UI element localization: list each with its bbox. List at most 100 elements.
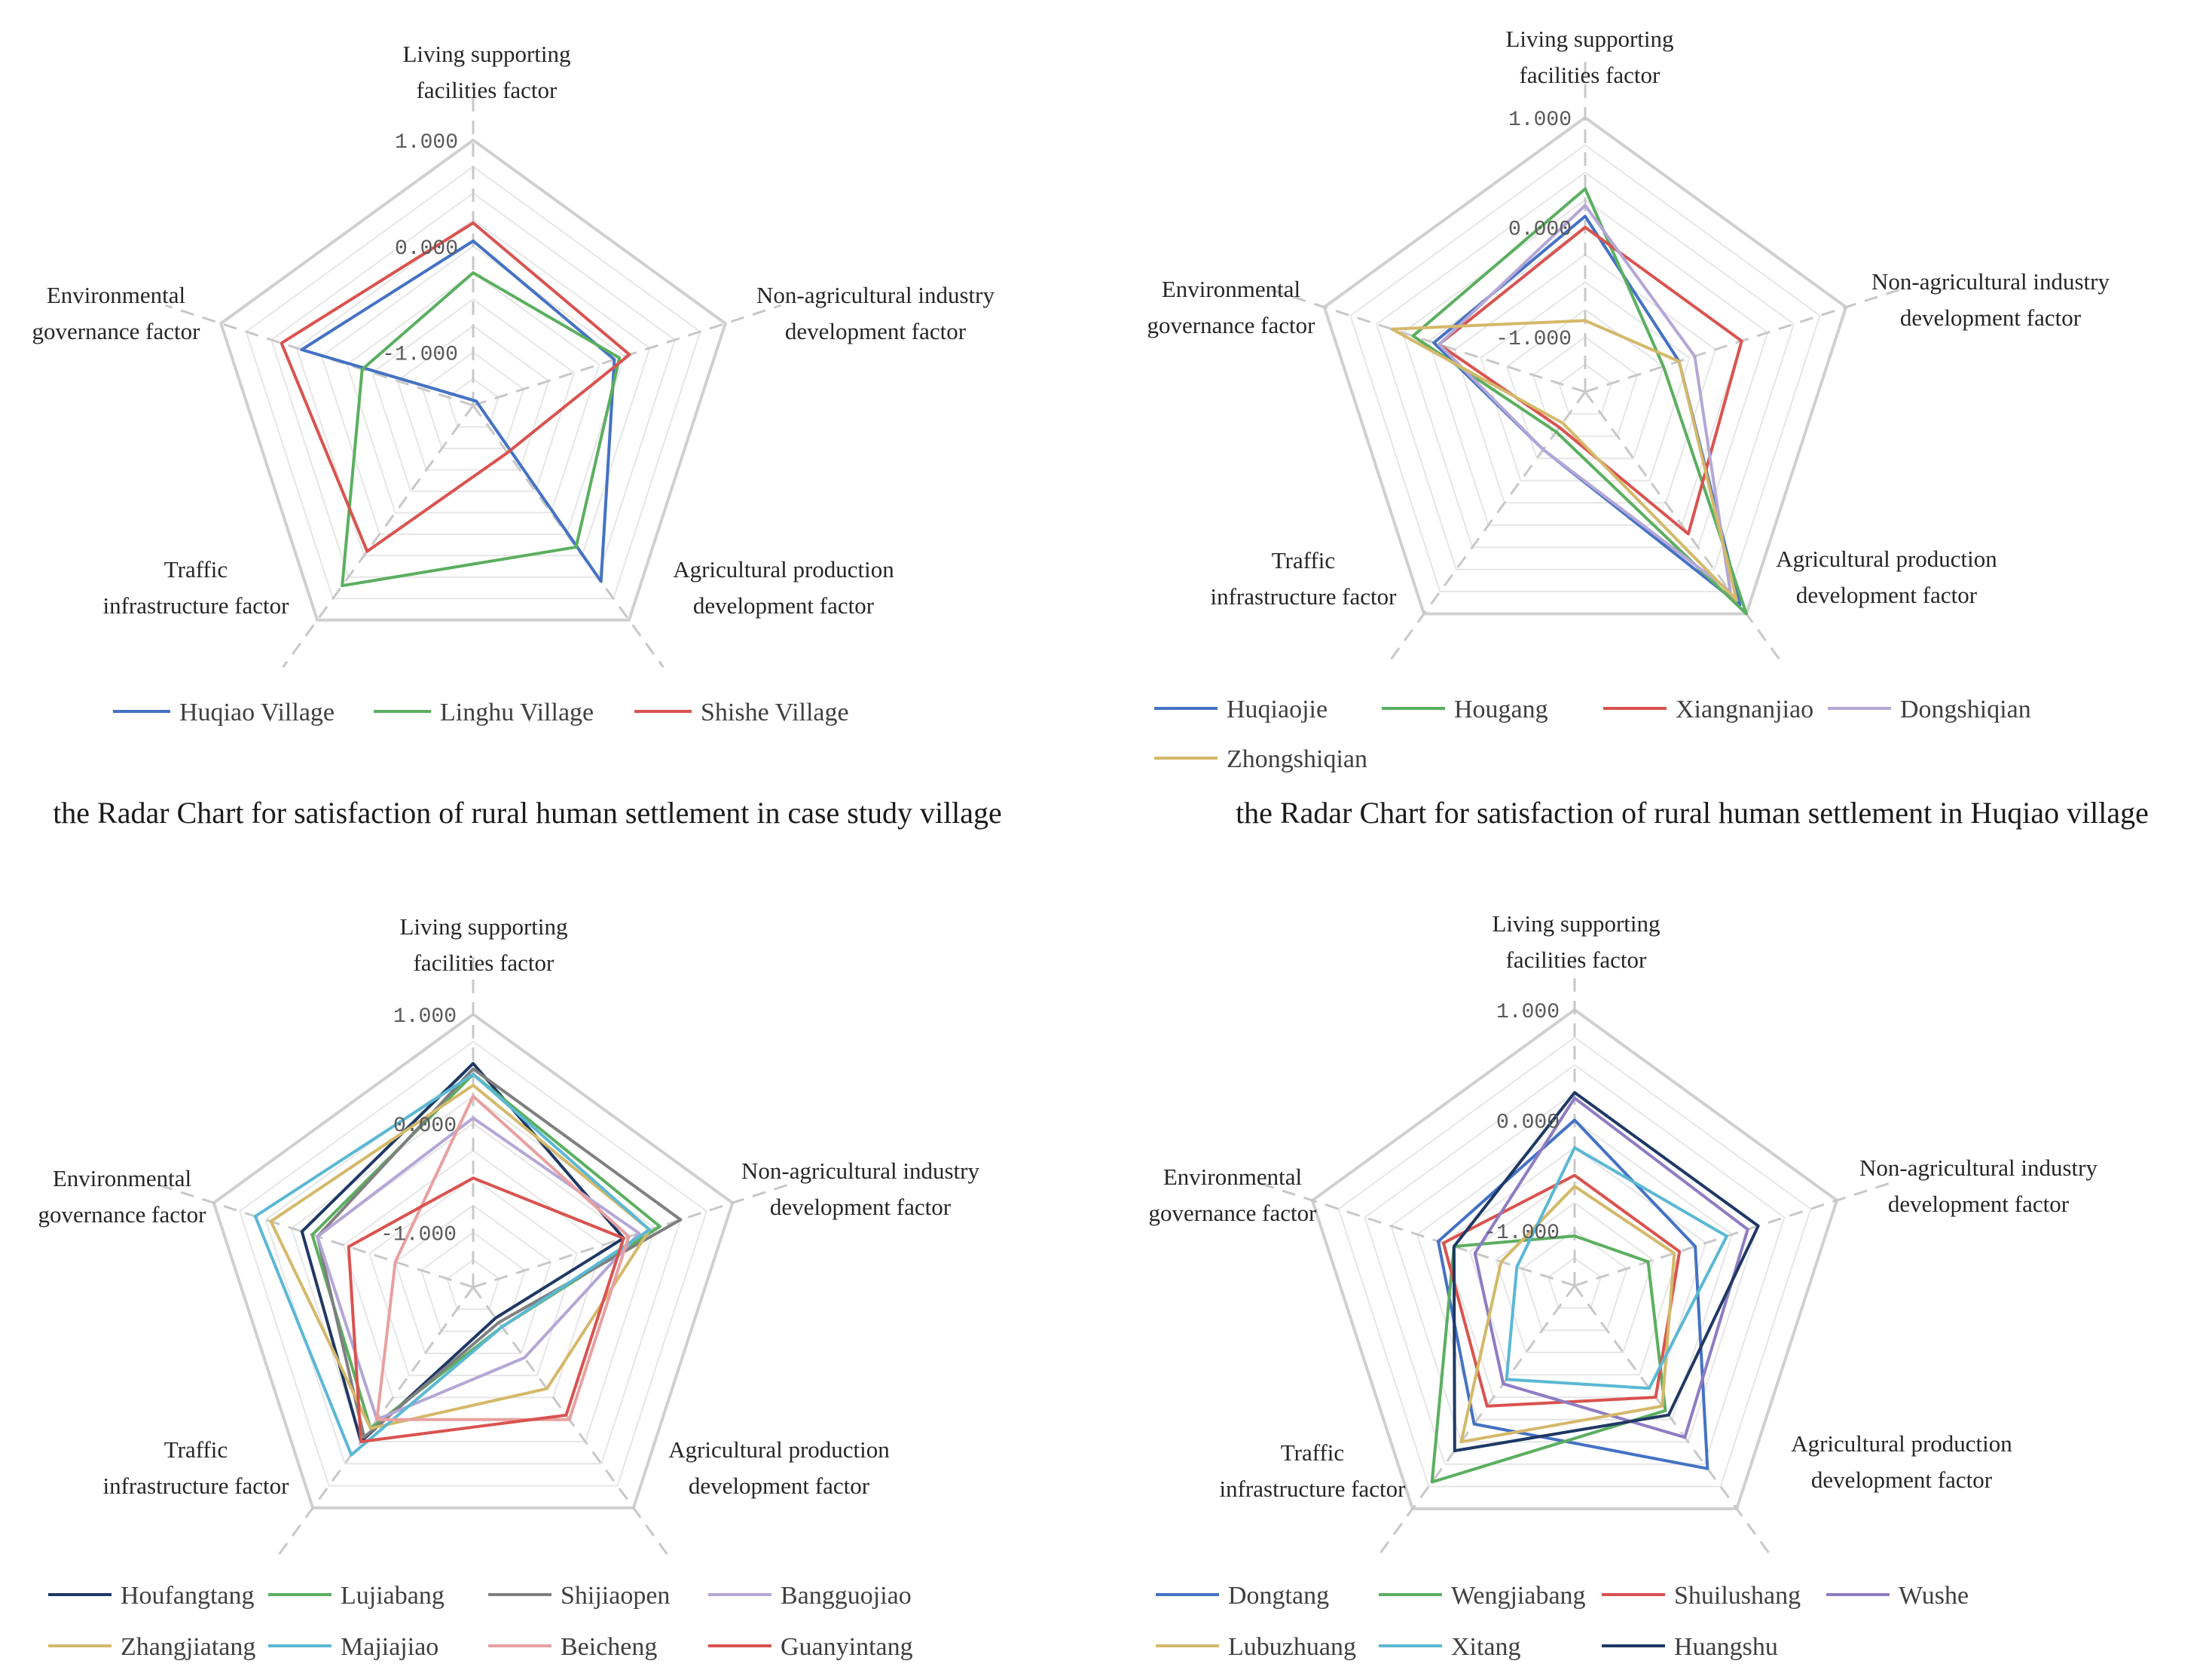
axis-label: development factor bbox=[1796, 582, 1978, 608]
grid-ring bbox=[245, 165, 701, 600]
grid-ring bbox=[421, 351, 525, 449]
axis-label: Agricultural production bbox=[668, 1436, 890, 1463]
legend-item-shishe-village: Shishe Village bbox=[701, 699, 849, 726]
tick-label: 0.000 bbox=[393, 1115, 457, 1138]
legend-item-wushe: Wushe bbox=[1899, 1582, 1969, 1610]
legend-item-dongshiqian: Dongshiqian bbox=[1900, 696, 2031, 723]
axis-label: Agricultural production bbox=[1791, 1430, 2012, 1457]
legend-item-linghu-village: Linghu Village bbox=[440, 699, 594, 726]
legend-item-shijiaopen: Shijiaopen bbox=[561, 1582, 670, 1610]
axis-spoke bbox=[1584, 287, 1904, 393]
grid-ring bbox=[1453, 253, 1717, 504]
tick-label: 1.000 bbox=[393, 1005, 457, 1029]
grid-ring bbox=[1532, 335, 1639, 437]
grid-ring bbox=[218, 138, 728, 622]
legend-item-zhangjiatang: Zhangjiatang bbox=[121, 1633, 255, 1661]
axis-label: Living supporting bbox=[399, 913, 567, 940]
legend-item-wengjiabang: Wengjiabang bbox=[1451, 1582, 1586, 1610]
axis-label: development factor bbox=[1888, 1191, 2070, 1217]
axis-label: governance factor bbox=[32, 318, 201, 344]
legend-item-xiangnanjiao: Xiangnanjiao bbox=[1676, 696, 1813, 723]
series-linghu-village bbox=[341, 271, 622, 588]
legend-item-majiajiao: Majiajiao bbox=[341, 1633, 438, 1661]
grid-ring bbox=[346, 271, 600, 514]
axis-label: development factor bbox=[1900, 304, 2082, 331]
axis-label: Living supporting bbox=[402, 41, 570, 67]
grid-ring bbox=[238, 1040, 708, 1487]
series-lubuzhuang bbox=[1459, 1185, 1676, 1444]
axis-spoke bbox=[1574, 1180, 1896, 1287]
series-xitang bbox=[1505, 1146, 1728, 1390]
tick-label: 1.000 bbox=[1496, 1001, 1560, 1024]
axis-label: Environmental bbox=[1162, 276, 1300, 302]
grid-ring bbox=[1401, 198, 1769, 549]
legend-item-zhongshiqian: Zhongshiqian bbox=[1227, 745, 1367, 773]
legend-item-xitang: Xitang bbox=[1451, 1633, 1521, 1661]
axis-spoke bbox=[282, 405, 475, 668]
grid-ring bbox=[212, 1012, 735, 1509]
legend-item-beicheng: Beicheng bbox=[561, 1633, 657, 1661]
series-majiajiao bbox=[253, 1072, 652, 1457]
series-guanyintang bbox=[347, 1176, 625, 1443]
grid-ring bbox=[1375, 171, 1795, 570]
legend-item-lubuzhuang: Lubuzhuang bbox=[1228, 1633, 1356, 1661]
axis-spoke bbox=[276, 1286, 475, 1558]
series-bangguojiao bbox=[316, 1116, 641, 1421]
axis-spoke bbox=[1573, 1285, 1774, 1559]
radar-chart-4: 1.000 0.000 -1.000 Living supporting facilit… bbox=[1149, 910, 2098, 1661]
grid-ring bbox=[371, 298, 576, 492]
grid-ring bbox=[446, 1259, 500, 1311]
axis-spoke bbox=[1254, 1180, 1575, 1287]
axis-label: infrastructure factor bbox=[1210, 583, 1397, 610]
series-zhongshiqian bbox=[1390, 319, 1739, 602]
legend-item-houfangtang: Houfangtang bbox=[121, 1582, 255, 1610]
axis-label: development factor bbox=[689, 1473, 870, 1499]
axis-label: Non-agricultural industry bbox=[741, 1158, 979, 1184]
axis-label: development factor bbox=[693, 592, 875, 619]
axis-label: Living supporting bbox=[1505, 26, 1673, 52]
tick-label: -1.000 bbox=[380, 1224, 457, 1247]
grid-ring bbox=[1364, 1063, 1786, 1465]
legend-item-bangguojiao: Bangguojiao bbox=[781, 1582, 912, 1610]
series-wengjiabang bbox=[1430, 1234, 1667, 1484]
tick-label: 0.000 bbox=[1508, 219, 1572, 242]
axis-label: Living supporting bbox=[1492, 910, 1660, 937]
legend-item-guanyintang: Guanyintang bbox=[781, 1633, 913, 1661]
axis-label: Agricultural production bbox=[673, 556, 894, 583]
axis-label: governance factor bbox=[38, 1201, 207, 1228]
grid-ring bbox=[1521, 1229, 1628, 1332]
axis-spoke bbox=[472, 1183, 790, 1289]
axis-label: infrastructure factor bbox=[1219, 1476, 1406, 1502]
tick-label: 0.000 bbox=[1496, 1111, 1560, 1134]
axis-label: governance factor bbox=[1149, 1200, 1318, 1226]
grid-ring bbox=[420, 1231, 527, 1332]
series-huangshu bbox=[1452, 1090, 1760, 1453]
axis-label: Environmental bbox=[1163, 1164, 1302, 1190]
axis-label: facilities factor bbox=[414, 950, 555, 976]
legend-item-hougang: Hougang bbox=[1454, 696, 1548, 723]
axis-label: Traffic bbox=[1281, 1439, 1344, 1466]
axis-label: facilities factor bbox=[1520, 62, 1661, 88]
axis-label: Non-agricultural industry bbox=[1871, 268, 2110, 295]
tick-label: 1.000 bbox=[1508, 109, 1572, 132]
series-wushe bbox=[1473, 1096, 1749, 1439]
grid-ring bbox=[1310, 1008, 1839, 1511]
series-dongshiqian bbox=[1437, 203, 1732, 593]
radar-chart-3: 1.000 0.000 -1.000 Living supporting facilit… bbox=[38, 913, 980, 1661]
axis-spoke bbox=[472, 1286, 670, 1558]
grid-ring bbox=[295, 219, 651, 557]
axis-label: facilities factor bbox=[417, 77, 558, 103]
legend-item-huqiao-village: Huqiao Village bbox=[179, 699, 335, 726]
series-hougang bbox=[1411, 187, 1748, 616]
axis-label: infrastructure factor bbox=[102, 592, 289, 619]
grid-ring bbox=[1416, 1119, 1734, 1421]
grid-ring bbox=[1547, 1257, 1602, 1309]
axis-spoke bbox=[1584, 391, 1783, 664]
series-huqiaojie bbox=[1432, 215, 1742, 607]
axis-spoke bbox=[156, 1183, 474, 1289]
grid-ring bbox=[1322, 115, 1848, 616]
axis-label: Non-agricultural industry bbox=[1859, 1155, 2097, 1181]
chart-caption: the Radar Chart for satisfaction of rura… bbox=[1236, 796, 2149, 830]
grid-ring bbox=[394, 1204, 552, 1354]
axis-label: Environmental bbox=[53, 1165, 191, 1191]
